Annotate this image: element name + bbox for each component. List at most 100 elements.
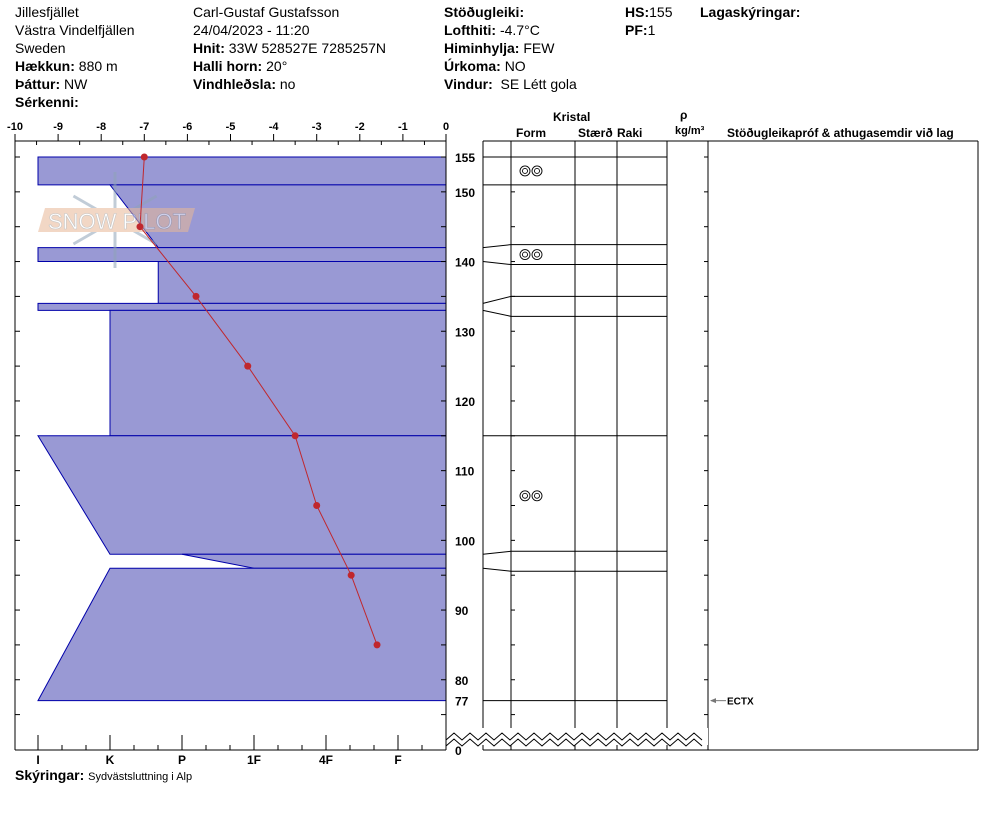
hardness-tick-label: I	[36, 753, 39, 767]
wind: Vindur: SE Létt gola	[444, 75, 577, 93]
temperature-tick-label: -5	[226, 121, 236, 133]
pf-value: 1	[647, 22, 656, 38]
temperature-point	[347, 571, 355, 579]
height-tick-label: 90	[455, 604, 469, 618]
moisture-header: Raki	[617, 126, 643, 140]
hs-value: 155	[649, 4, 673, 20]
snowpilot-watermark: SNOW PILOT	[38, 172, 195, 268]
temperature-point	[140, 153, 148, 161]
density-unit-header: kg/m³	[675, 125, 705, 137]
observer: Carl-Gustaf Gustafsson	[193, 4, 340, 20]
location-region: Västra Vindelfjällen	[15, 22, 135, 38]
slope-value: 20°	[266, 58, 288, 74]
temperature-tick-label: -10	[7, 121, 23, 133]
temperature-tick-label: -1	[398, 121, 408, 133]
hardness-layer	[37, 435, 447, 555]
hardness-tick-label: K	[106, 753, 115, 767]
height-tick-label: 130	[455, 325, 475, 339]
temperature-tick-label: 0	[443, 121, 449, 133]
coords-value: 33W 528527E 7285257N	[228, 40, 387, 56]
layer-boundary-line	[482, 244, 667, 249]
air-temp-label: Lofthiti:	[444, 22, 497, 38]
height-tick-label: 100	[455, 534, 475, 548]
temperature-tick-label: -6	[183, 121, 193, 133]
aspect-label: Þáttur:	[15, 76, 61, 92]
hardness-tick-label: P	[178, 753, 186, 767]
temperature-tick-label: -4	[269, 121, 280, 133]
height-tick-label: 140	[455, 256, 475, 270]
height-tick-label: 80	[455, 674, 469, 688]
wind-loading-label: Vindhleðsla:	[193, 76, 276, 92]
temperature-tick-label: -2	[355, 121, 365, 133]
hardness-tick-label: F	[394, 753, 401, 767]
slope-label: Halli horn:	[193, 58, 263, 74]
layer-notes: Lagaskýringar:	[700, 3, 800, 21]
temperature-tick-label: -8	[96, 121, 106, 133]
temperature-point	[313, 502, 321, 509]
footer-label: Skýringar:	[15, 767, 85, 783]
temperature-point	[244, 362, 252, 370]
clustered-rounded-grains-icon	[519, 249, 543, 261]
datetime: 24/04/2023 - 11:20	[193, 22, 310, 38]
location-country: Sweden	[15, 40, 66, 56]
test-arrowhead-icon	[710, 698, 716, 704]
temperature-profile-line	[139, 156, 378, 646]
temperature-point	[192, 292, 200, 300]
coords: Hnit: 33W 528527E 7285257N	[193, 39, 386, 57]
wind-loading-value: no	[279, 76, 296, 92]
hardness-layer	[157, 261, 447, 304]
hardness-layer	[37, 247, 447, 263]
wind-label: Vindur:	[444, 76, 493, 92]
elevation-label: Hækkun:	[15, 58, 75, 74]
elevation-value: 880 m	[78, 58, 118, 74]
height-tick-label: 150	[455, 186, 475, 200]
precip-value: NO	[504, 58, 526, 74]
layer-boundary-line	[482, 309, 667, 317]
stability-label: Stöðugleiki:	[444, 4, 525, 20]
precip-label: Úrkoma:	[444, 58, 501, 74]
hardness-layer	[181, 553, 447, 569]
height-tick-label: 155	[455, 151, 475, 165]
layer-notes-label: Lagaskýringar:	[700, 4, 801, 20]
temperature-tick-label: -3	[312, 121, 322, 133]
height-tick-label: 77	[455, 695, 469, 709]
layer-boundary-line	[482, 567, 667, 572]
test-label: ECTX	[727, 697, 754, 708]
aspect: Þáttur: NW	[15, 75, 87, 93]
wind-value: SE Létt gola	[500, 76, 577, 92]
location-name: Jillesfjället	[15, 4, 79, 20]
temperature-tick-label: -9	[53, 121, 63, 133]
sky-label: Himinhylja:	[444, 40, 520, 56]
hardness-tick-label: 4F	[319, 753, 333, 767]
temperature-tick-label: -7	[139, 121, 149, 133]
pf: PF:1	[625, 21, 655, 39]
layer-boundary-line	[482, 550, 667, 555]
hardness-tick-label: 1F	[247, 753, 261, 767]
hs: HS:155	[625, 3, 672, 21]
stability: Stöðugleiki:	[444, 3, 524, 21]
features-label: Sérkenni:	[15, 94, 79, 110]
layer-boundary-line	[482, 295, 667, 304]
footer-notes: Skýringar: Sydvästsluttning i Alp	[15, 766, 192, 786]
temperature-point	[136, 223, 144, 231]
sky-value: FEW	[523, 40, 555, 56]
elevation: Hækkun: 880 m	[15, 57, 118, 75]
hardness-layer	[37, 567, 447, 702]
air-temp-value: -4.7°C	[499, 22, 540, 38]
form-header: Form	[516, 126, 546, 140]
hardness-layer	[37, 156, 447, 186]
temperature-point	[373, 641, 381, 649]
footer-value: Sydvästsluttning i Alp	[88, 771, 193, 783]
coords-label: Hnit:	[193, 40, 225, 56]
layer-boundary-line	[482, 261, 667, 266]
height-tick-label: 120	[455, 395, 475, 409]
clustered-rounded-grains-icon	[519, 490, 543, 502]
aspect-value: NW	[64, 76, 88, 92]
clustered-rounded-grains-icon	[519, 165, 543, 177]
air-temp: Lofthiti: -4.7°C	[444, 21, 540, 39]
height-tick-label: 110	[455, 465, 475, 479]
precip: Úrkoma: NO	[444, 57, 526, 75]
features: Sérkenni:	[15, 93, 79, 111]
height-tick-label: 0	[455, 744, 462, 758]
